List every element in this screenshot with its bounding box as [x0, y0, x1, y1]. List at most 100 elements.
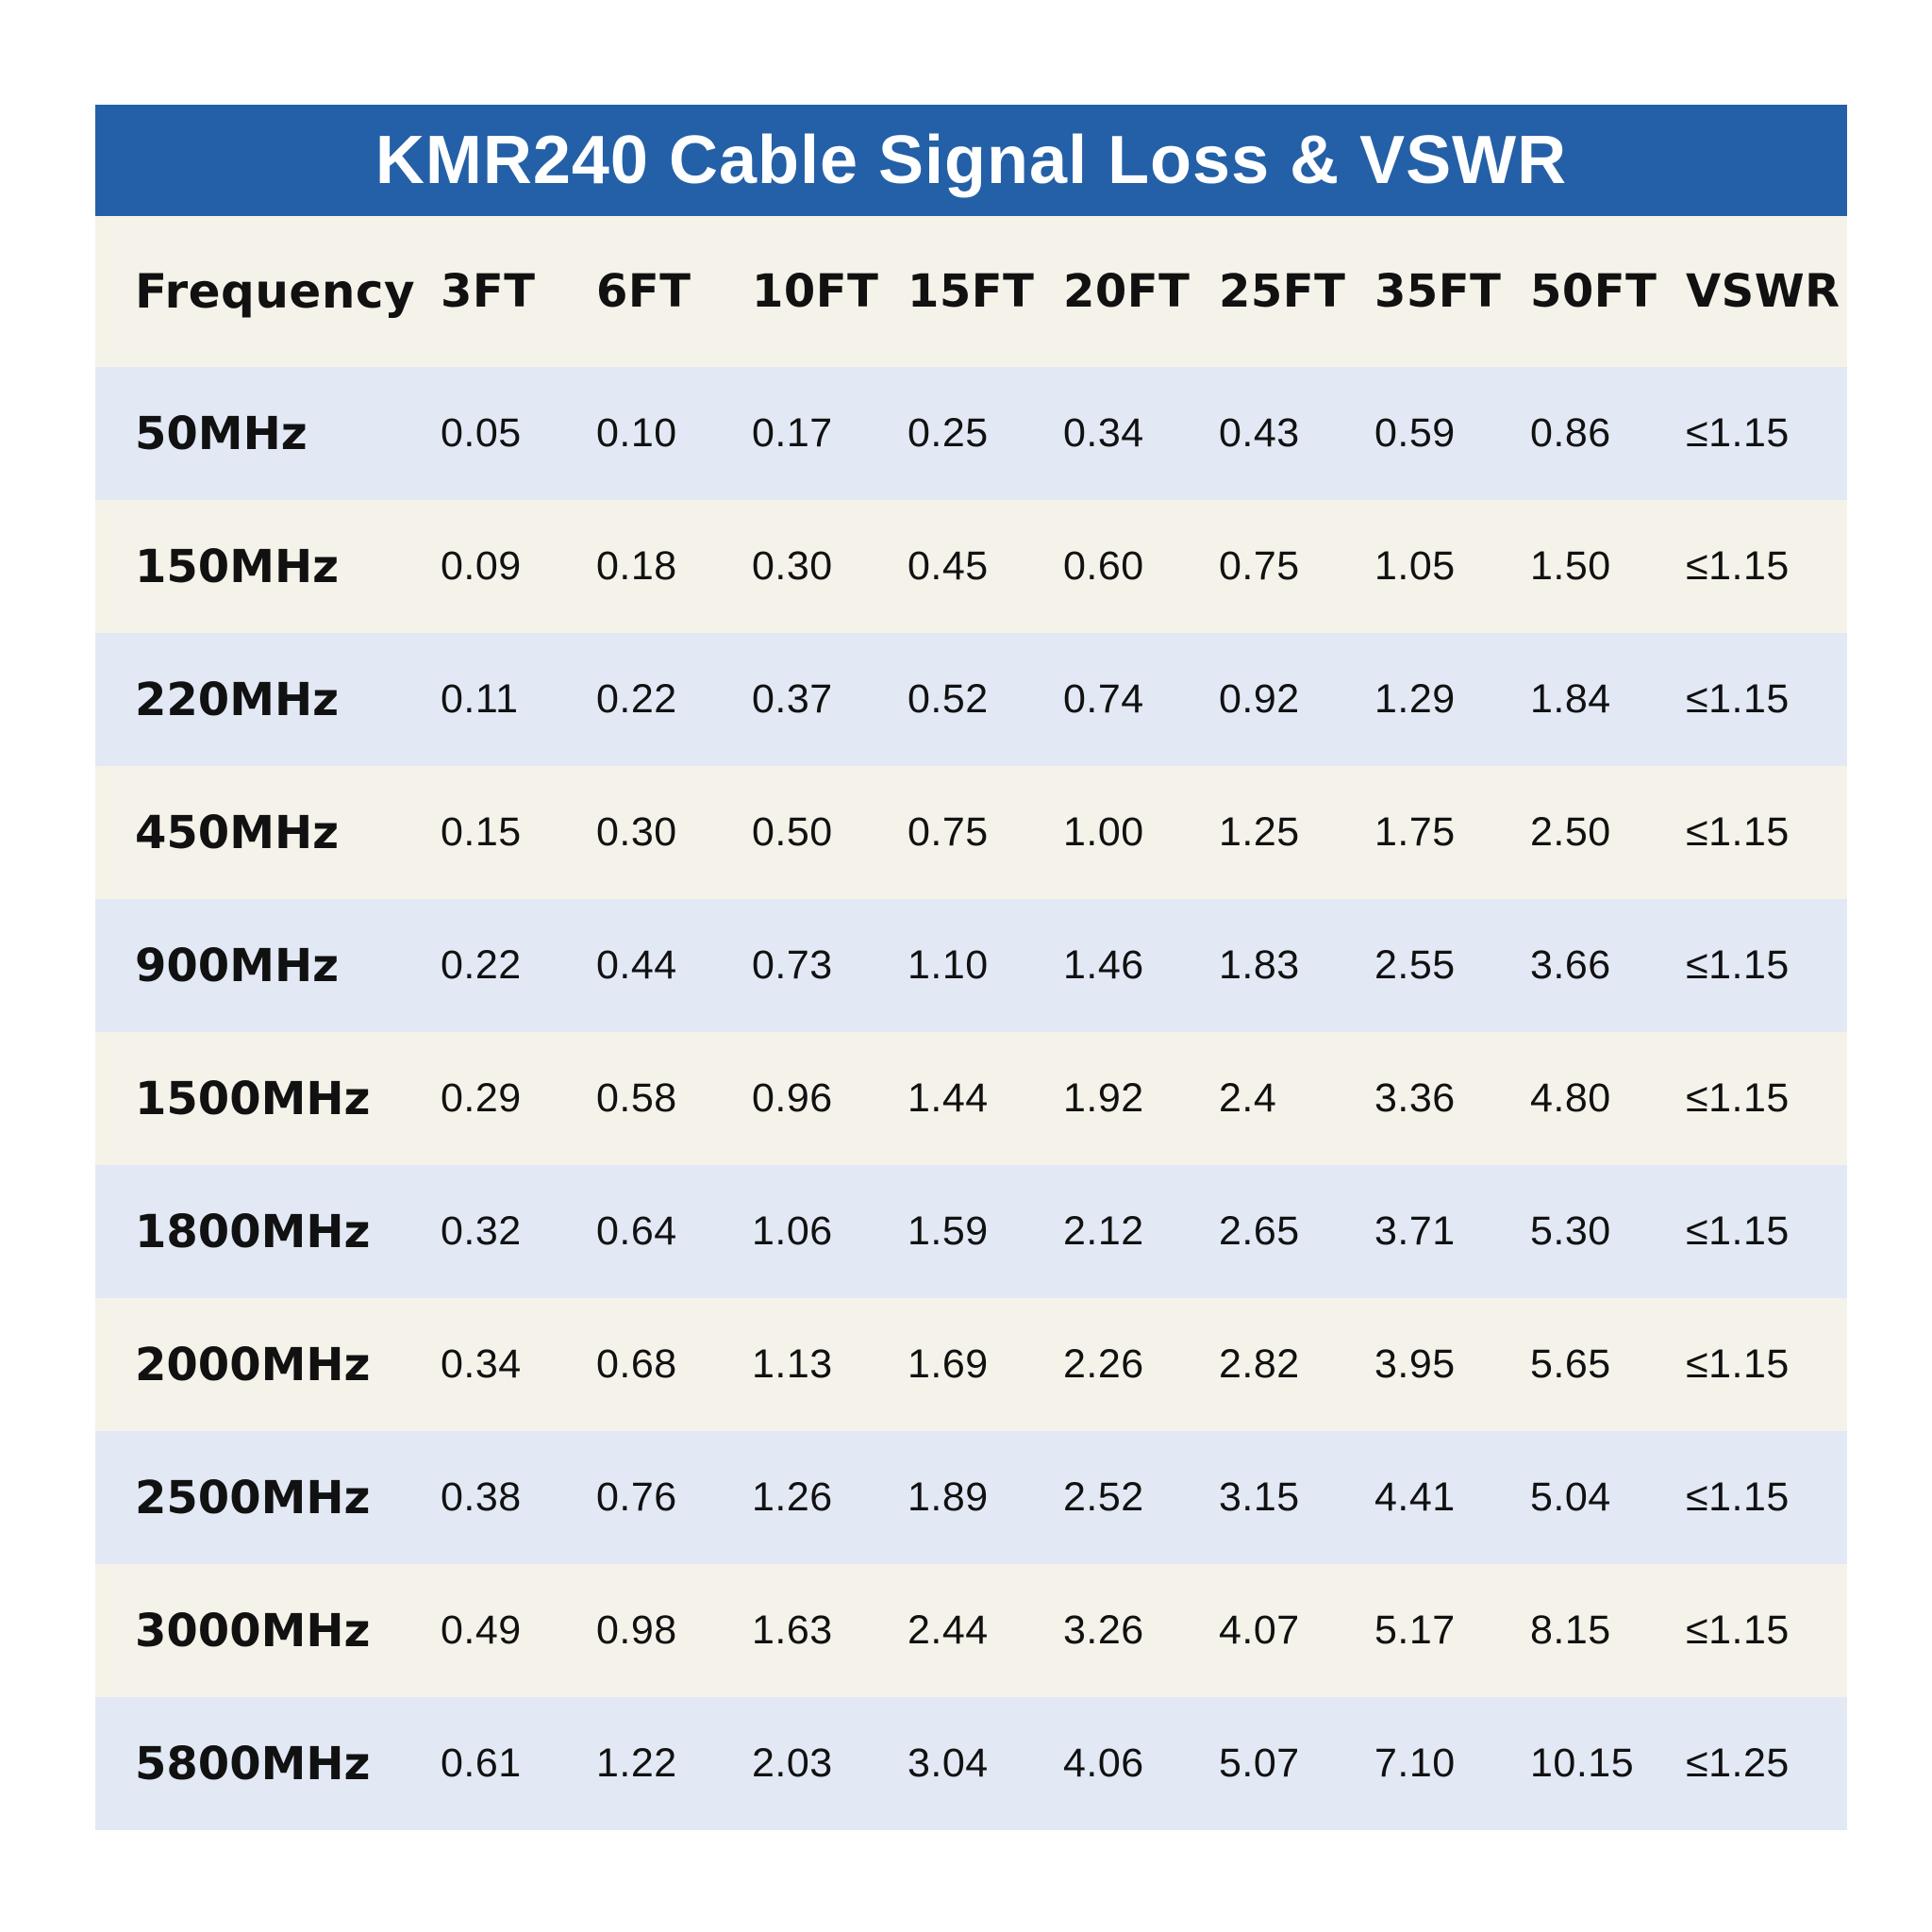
value-cell-25ft: 0.75 [1219, 543, 1300, 589]
value-cell-10ft: 1.13 [752, 1341, 833, 1387]
value-cell-15ft: 1.89 [908, 1474, 989, 1520]
value-cell-vswr: ≤1.15 [1686, 676, 1790, 722]
value-cell-50ft: 3.66 [1530, 942, 1611, 988]
frequency-cell: 2000MHz [135, 1338, 371, 1391]
value-cell-15ft: 1.69 [908, 1341, 989, 1387]
value-cell-35ft: 1.05 [1374, 543, 1456, 589]
value-cell-25ft: 2.65 [1219, 1208, 1300, 1254]
column-header-3ft: 3FT [441, 265, 536, 318]
value-cell-10ft: 1.63 [752, 1607, 833, 1653]
column-header-20ft: 20FT [1063, 265, 1191, 318]
header-row: Frequency 3FT 6FT 10FT 15FT 20FT 25FT 35FT 50FT V… [95, 216, 1847, 367]
value-cell-50ft: 1.84 [1530, 676, 1611, 722]
value-cell-25ft: 1.25 [1219, 809, 1300, 855]
column-header-10ft: 10FT [752, 265, 879, 318]
value-cell-3ft: 0.29 [441, 1075, 522, 1121]
value-cell-15ft: 0.25 [908, 410, 989, 456]
table-row: 5800MHz 0.61 1.22 2.03 3.04 4.06 5.07 7.10 10.15… [95, 1697, 1847, 1830]
frequency-cell: 50MHz [135, 407, 308, 460]
column-header-15ft: 15FT [908, 265, 1035, 318]
value-cell-vswr: ≤1.15 [1686, 1607, 1790, 1653]
value-cell-25ft: 3.15 [1219, 1474, 1300, 1520]
table-row: 220MHz 0.11 0.22 0.37 0.52 0.74 0.92 1.29 1.84 ≤1… [95, 633, 1847, 766]
value-cell-6ft: 0.22 [596, 676, 677, 722]
table-row: 3000MHz 0.49 0.98 1.63 2.44 3.26 4.07 5.17 8.15 ≤… [95, 1564, 1847, 1697]
frequency-cell: 450MHz [135, 806, 340, 859]
column-header-50ft: 50FT [1530, 265, 1657, 318]
table-title: KMR240 Cable Signal Loss & VSWR [95, 105, 1847, 216]
loss-table-panel: KMR240 Cable Signal Loss & VSWR Frequenc… [95, 105, 1847, 1835]
value-cell-10ft: 1.06 [752, 1208, 833, 1254]
value-cell-6ft: 1.22 [596, 1740, 677, 1786]
value-cell-10ft: 0.17 [752, 410, 833, 456]
value-cell-35ft: 5.17 [1374, 1607, 1456, 1653]
value-cell-35ft: 2.55 [1374, 942, 1456, 988]
frequency-cell: 900MHz [135, 939, 340, 992]
value-cell-15ft: 0.75 [908, 809, 989, 855]
value-cell-3ft: 0.09 [441, 543, 522, 589]
value-cell-10ft: 0.50 [752, 809, 833, 855]
table-row: 2500MHz 0.38 0.76 1.26 1.89 2.52 3.15 4.41 5.04 ≤… [95, 1431, 1847, 1564]
value-cell-10ft: 1.26 [752, 1474, 833, 1520]
value-cell-6ft: 0.44 [596, 942, 677, 988]
value-cell-15ft: 1.10 [908, 942, 989, 988]
value-cell-20ft: 0.34 [1063, 410, 1144, 456]
value-cell-10ft: 0.96 [752, 1075, 833, 1121]
value-cell-20ft: 1.00 [1063, 809, 1144, 855]
table-row: 50MHz 0.05 0.10 0.17 0.25 0.34 0.43 0.59 0.86 ≤1.… [95, 367, 1847, 500]
value-cell-50ft: 5.65 [1530, 1341, 1611, 1387]
value-cell-20ft: 2.26 [1063, 1341, 1144, 1387]
value-cell-20ft: 0.60 [1063, 543, 1144, 589]
column-header-vswr: VSWR [1686, 265, 1840, 318]
value-cell-10ft: 2.03 [752, 1740, 833, 1786]
table-body: 50MHz 0.05 0.10 0.17 0.25 0.34 0.43 0.59 0.86 ≤1.… [95, 367, 1847, 1830]
value-cell-3ft: 0.34 [441, 1341, 522, 1387]
frequency-cell: 220MHz [135, 673, 340, 726]
value-cell-vswr: ≤1.15 [1686, 809, 1790, 855]
value-cell-15ft: 1.59 [908, 1208, 989, 1254]
value-cell-vswr: ≤1.15 [1686, 942, 1790, 988]
value-cell-35ft: 7.10 [1374, 1740, 1456, 1786]
value-cell-20ft: 3.26 [1063, 1607, 1144, 1653]
value-cell-20ft: 2.12 [1063, 1208, 1144, 1254]
value-cell-25ft: 2.82 [1219, 1341, 1300, 1387]
value-cell-35ft: 3.71 [1374, 1208, 1456, 1254]
table-row: 150MHz 0.09 0.18 0.30 0.45 0.60 0.75 1.05 1.50 ≤1… [95, 500, 1847, 633]
value-cell-50ft: 5.30 [1530, 1208, 1611, 1254]
table-row: 2000MHz 0.34 0.68 1.13 1.69 2.26 2.82 3.95 5.65 ≤… [95, 1298, 1847, 1431]
value-cell-20ft: 1.46 [1063, 942, 1144, 988]
table-row: 1800MHz 0.32 0.64 1.06 1.59 2.12 2.65 3.71 5.30 ≤… [95, 1165, 1847, 1298]
value-cell-10ft: 0.30 [752, 543, 833, 589]
value-cell-50ft: 0.86 [1530, 410, 1611, 456]
value-cell-35ft: 3.95 [1374, 1341, 1456, 1387]
value-cell-6ft: 0.30 [596, 809, 677, 855]
value-cell-6ft: 0.98 [596, 1607, 677, 1653]
value-cell-15ft: 3.04 [908, 1740, 989, 1786]
value-cell-6ft: 0.68 [596, 1341, 677, 1387]
value-cell-25ft: 1.83 [1219, 942, 1300, 988]
value-cell-35ft: 1.75 [1374, 809, 1456, 855]
frequency-cell: 3000MHz [135, 1604, 371, 1657]
value-cell-6ft: 0.10 [596, 410, 677, 456]
value-cell-vswr: ≤1.15 [1686, 1208, 1790, 1254]
value-cell-20ft: 2.52 [1063, 1474, 1144, 1520]
value-cell-6ft: 0.64 [596, 1208, 677, 1254]
value-cell-3ft: 0.15 [441, 809, 522, 855]
table-row: 450MHz 0.15 0.30 0.50 0.75 1.00 1.25 1.75 2.50 ≤1… [95, 766, 1847, 899]
frequency-cell: 150MHz [135, 540, 340, 593]
table-row: 1500MHz 0.29 0.58 0.96 1.44 1.92 2.4 3.36 4.80 ≤1… [95, 1032, 1847, 1165]
value-cell-3ft: 0.49 [441, 1607, 522, 1653]
column-header-6ft: 6FT [596, 265, 691, 318]
value-cell-3ft: 0.05 [441, 410, 522, 456]
value-cell-35ft: 4.41 [1374, 1474, 1456, 1520]
frequency-cell: 2500MHz [135, 1471, 371, 1524]
value-cell-15ft: 0.52 [908, 676, 989, 722]
value-cell-vswr: ≤1.15 [1686, 543, 1790, 589]
value-cell-6ft: 0.18 [596, 543, 677, 589]
value-cell-50ft: 8.15 [1530, 1607, 1611, 1653]
value-cell-vswr: ≤1.15 [1686, 1075, 1790, 1121]
column-header-frequency: Frequency [135, 264, 416, 319]
value-cell-25ft: 0.92 [1219, 676, 1300, 722]
value-cell-50ft: 5.04 [1530, 1474, 1611, 1520]
value-cell-vswr: ≤1.25 [1686, 1740, 1790, 1786]
